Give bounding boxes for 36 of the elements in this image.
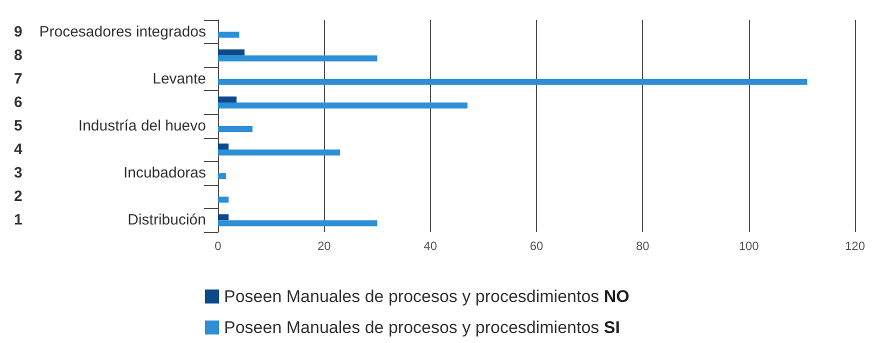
bar — [218, 49, 245, 56]
y-tick-label: Distribución — [128, 212, 206, 229]
bar — [218, 220, 378, 226]
x-tick-label: 40 — [424, 239, 438, 253]
x-tick-label: 0 — [214, 239, 222, 253]
text: 6 — [14, 94, 22, 111]
y-tick-label: Levante — [152, 70, 206, 88]
bar — [218, 102, 468, 108]
text: 5 — [14, 118, 22, 134]
bar — [218, 173, 226, 180]
bar — [218, 126, 253, 132]
x-tick-label: 60 — [530, 239, 544, 253]
bar — [218, 78, 808, 85]
legend-label: Poseen Manuales de procesos y procesdimientos NO — [224, 287, 630, 306]
x-tick-label: 20 — [317, 239, 332, 253]
x-tick-label: 80 — [636, 239, 650, 253]
text: 2 — [14, 188, 22, 206]
bar — [218, 32, 240, 38]
text: 3 — [14, 164, 22, 182]
y-tick-label: Industría del huevo — [78, 118, 206, 134]
text: 4 — [14, 141, 23, 158]
x-tick-label: 120 — [844, 239, 866, 253]
y-tick-label: Incubadoras — [123, 164, 206, 182]
text: 9 — [14, 23, 22, 40]
bar — [218, 196, 229, 203]
bar — [218, 96, 237, 102]
bar — [218, 150, 340, 156]
y-tick-label: Procesadores integrados — [39, 23, 206, 40]
x-tick-label: 100 — [738, 239, 760, 253]
bar — [218, 214, 229, 220]
text: 7 — [14, 70, 22, 88]
legend-label: Poseen Manuales de procesos y procesdimientos SI — [224, 318, 620, 337]
text: 8 — [14, 46, 22, 64]
bar — [218, 144, 229, 150]
bar — [218, 55, 378, 62]
text: 1 — [14, 212, 22, 229]
